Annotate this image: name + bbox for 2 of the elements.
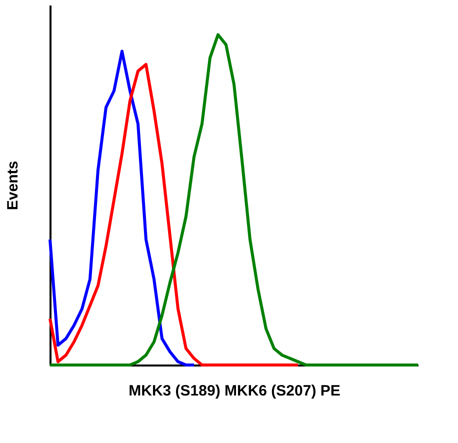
y-axis-title: Events [4, 160, 22, 210]
x-axis-title: MKK3 (S189) MKK6 (S207) PE [128, 382, 340, 400]
